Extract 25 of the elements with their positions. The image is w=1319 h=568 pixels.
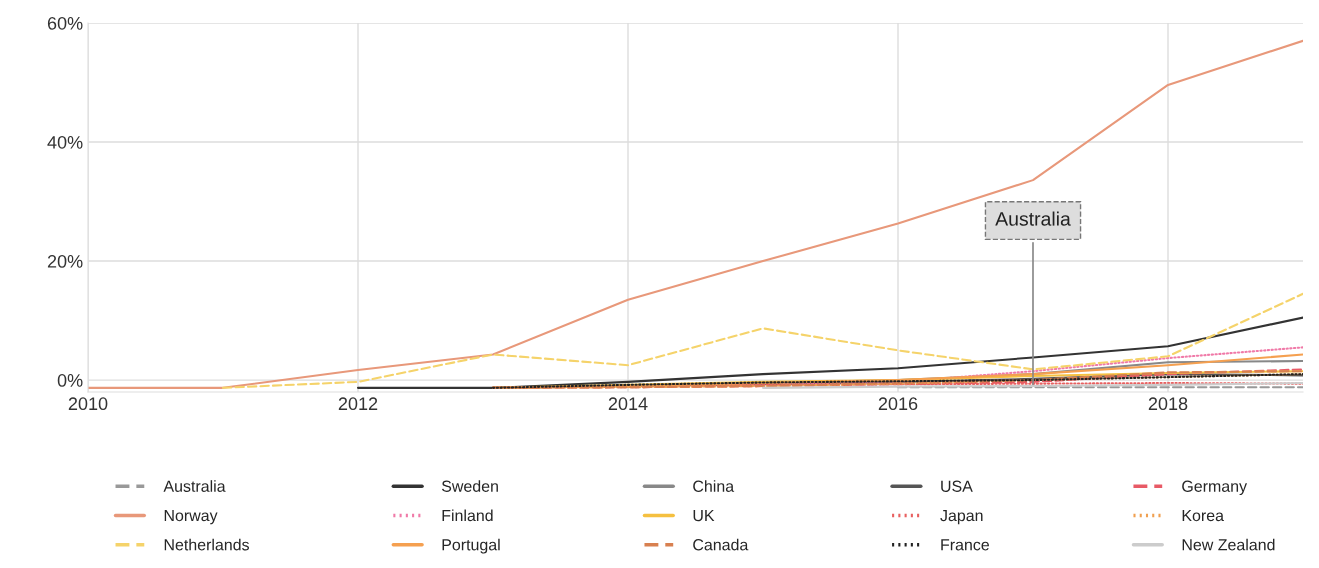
y-tick-label: 40% [47, 135, 83, 149]
y-tick-label: 60% [47, 16, 83, 30]
legend-label: Germany [1182, 480, 1248, 496]
x-tick-label: 2016 [878, 397, 918, 411]
x-tick-label: 2010 [68, 397, 108, 411]
legend-label: USA [941, 480, 973, 492]
y-tick-label: 20% [47, 255, 83, 268]
legend-label: Portugal [442, 538, 500, 554]
legend-label: Korea [1182, 510, 1224, 522]
legend-label: Australia [163, 480, 226, 492]
legend-label: UK [693, 510, 715, 522]
legend-label: Finland [442, 509, 493, 522]
legend-label: Sweden [441, 480, 498, 492]
legend-label: Japan [940, 510, 983, 525]
legend-label: New Zealand [1182, 538, 1275, 551]
x-tick-label: 2014 [608, 397, 648, 411]
legend-label: Norway [164, 510, 218, 525]
legend-label: Canada [693, 538, 749, 551]
legend-label: France [941, 539, 989, 551]
annotation: Australia [995, 211, 1071, 226]
y-tick-label: 0% [57, 374, 83, 387]
x-tick-label: 2012 [338, 397, 378, 411]
x-tick-label: 2018 [1148, 397, 1188, 411]
legend-label: Netherlands [164, 538, 249, 551]
legend-label: China [693, 480, 735, 492]
